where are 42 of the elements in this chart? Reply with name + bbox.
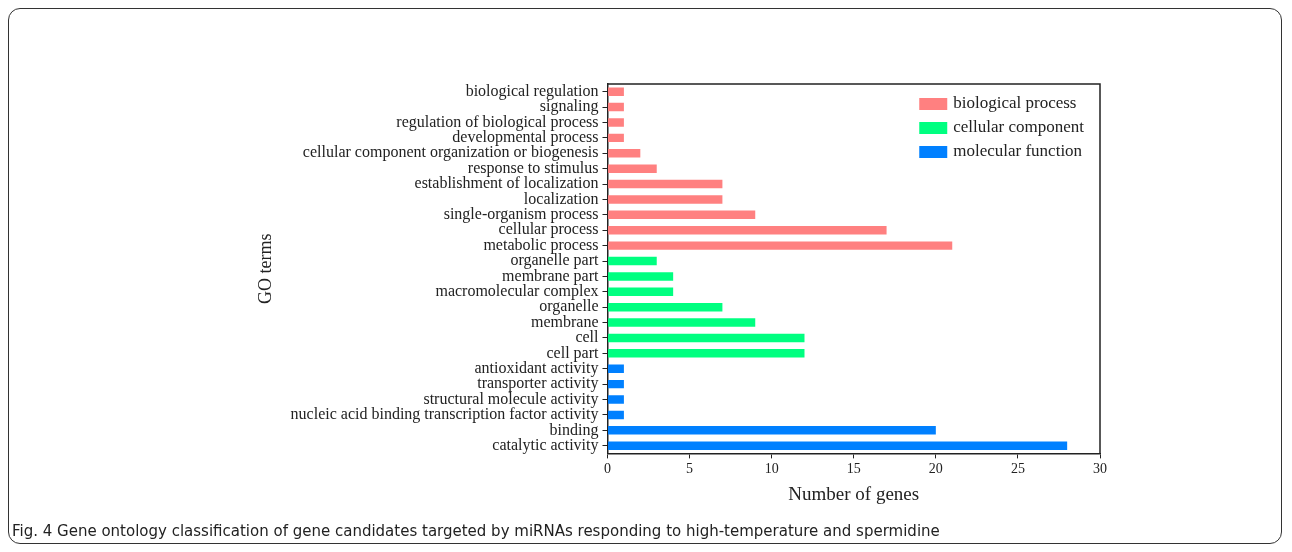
bar	[607, 164, 657, 173]
x-tick-label: 0	[603, 461, 611, 477]
y-tick-label: biological regulation	[465, 81, 599, 100]
bar	[607, 364, 624, 373]
bar	[607, 272, 674, 281]
bar	[607, 395, 624, 404]
bar	[607, 349, 805, 358]
bar	[607, 149, 641, 158]
bar	[607, 256, 657, 266]
bar	[607, 102, 624, 112]
legend-label: molecular function	[953, 141, 1083, 161]
bar	[607, 179, 723, 189]
bar	[607, 195, 723, 204]
bar	[607, 302, 723, 312]
y-tick-label: single-organism process	[443, 205, 599, 224]
y-tick-label: cell part	[546, 343, 600, 362]
x-axis-title: Number of genes	[788, 482, 920, 504]
caption: Fig. 4 Gene ontology classification of gene candidates targeted by miRNAs responding to high-temperature and spermidine	[12, 522, 940, 540]
bar	[607, 441, 1068, 450]
x-tick-label: 25	[1010, 461, 1025, 477]
bar	[607, 333, 805, 343]
y-tick-label: localization	[523, 189, 599, 207]
bar	[607, 87, 624, 96]
x-tick-label: 10	[764, 461, 779, 477]
y-axis-title: GO terms	[254, 233, 275, 304]
legend-label: biological process	[953, 93, 1077, 113]
bar	[607, 118, 624, 127]
x-tick-label: 30	[1093, 461, 1107, 477]
bar	[607, 318, 756, 327]
bar	[607, 426, 936, 435]
bar	[607, 379, 624, 389]
bar	[607, 210, 756, 220]
legend-label: cellular component	[953, 117, 1085, 137]
y-tick-label: cell	[575, 328, 600, 346]
bar	[607, 133, 624, 143]
bar	[607, 287, 674, 297]
bar	[607, 225, 887, 235]
bar	[607, 241, 953, 250]
x-tick-label: 15	[846, 461, 861, 477]
x-tick-label: 5	[686, 461, 694, 477]
bar	[607, 410, 624, 420]
x-tick-label: 20	[928, 461, 943, 477]
